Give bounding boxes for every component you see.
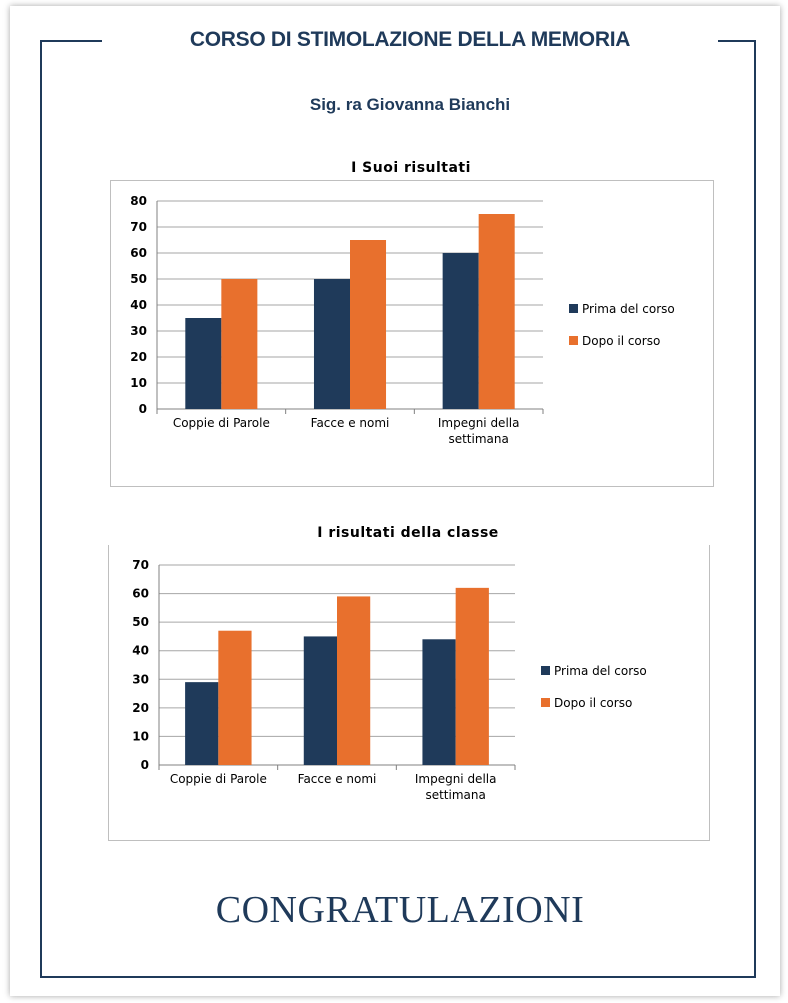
category-label: Facce e nomi	[298, 772, 377, 786]
y-tick-label: 10	[130, 376, 147, 390]
bar-before	[442, 253, 479, 409]
bar-before	[185, 682, 219, 765]
legend-label: Dopo il corso	[554, 696, 632, 710]
frame-top-left-rule	[40, 40, 102, 42]
y-tick-label: 30	[132, 672, 149, 686]
bar-after	[221, 279, 258, 409]
legend-swatch-after	[541, 698, 550, 707]
y-tick-label: 40	[132, 644, 149, 658]
bar-after	[218, 630, 252, 765]
y-tick-label: 50	[130, 272, 147, 286]
category-label: Impegni della	[438, 416, 520, 430]
chart-1-svg: 0 10 20 30 40 50 60 70 80 Coppie di Parole Facce e…	[130, 194, 675, 446]
y-tick-label: 60	[130, 246, 147, 260]
participant-name: Sig. ra Giovanna Bianchi	[309, 95, 511, 114]
bar-before	[303, 636, 337, 765]
y-tick-label: 0	[141, 758, 149, 772]
y-tick-label: 10	[132, 729, 149, 743]
legend-label: Prima del corso	[554, 664, 647, 678]
legend-label: Dopo il corso	[582, 334, 660, 348]
category-label: settimana	[448, 432, 508, 446]
y-tick-label: 0	[139, 402, 147, 416]
document-title: CORSO DI STIMOLAZIONE DELLA MEMORIA	[189, 28, 631, 51]
bar-after	[337, 596, 371, 765]
y-tick-label: 20	[130, 350, 147, 364]
chart-personal-results: 0 10 20 30 40 50 60 70 80 Coppie di Parole Facce e…	[110, 180, 714, 487]
y-tick-label: 40	[130, 298, 147, 312]
chart-2-svg: 0 10 20 30 40 50 60 70 Coppie di Parole Facce e n…	[132, 558, 647, 802]
chart-class-results: 0 10 20 30 40 50 60 70 Coppie di Parole Facce e n…	[108, 545, 710, 841]
category-label: Coppie di Parole	[170, 772, 267, 786]
legend-swatch-after	[569, 336, 578, 345]
category-label: settimana	[425, 788, 485, 802]
chart-2-title: I risultati della classe	[317, 525, 499, 541]
category-label: Impegni della	[415, 772, 497, 786]
bar-before	[422, 639, 456, 765]
bar-before	[185, 318, 222, 409]
legend-label: Prima del corso	[582, 302, 675, 316]
page-frame	[40, 40, 756, 978]
legend-swatch-before	[541, 666, 550, 675]
y-tick-label: 80	[130, 194, 147, 208]
category-label: Coppie di Parole	[173, 416, 270, 430]
closing-message: CONGRATULAZIONI	[215, 889, 585, 931]
bar-before	[313, 279, 350, 409]
bar-after	[350, 240, 387, 409]
y-tick-label: 70	[130, 220, 147, 234]
y-tick-label: 70	[132, 558, 149, 572]
bar-after	[478, 214, 515, 409]
y-tick-label: 30	[130, 324, 147, 338]
y-tick-label: 60	[132, 587, 149, 601]
category-label: Facce e nomi	[311, 416, 390, 430]
y-tick-label: 20	[132, 701, 149, 715]
frame-top-right-rule	[718, 40, 754, 42]
y-tick-label: 50	[132, 615, 149, 629]
chart-1-title: I Suoi risultati	[351, 160, 471, 176]
legend-swatch-before	[569, 304, 578, 313]
bar-after	[455, 587, 489, 765]
